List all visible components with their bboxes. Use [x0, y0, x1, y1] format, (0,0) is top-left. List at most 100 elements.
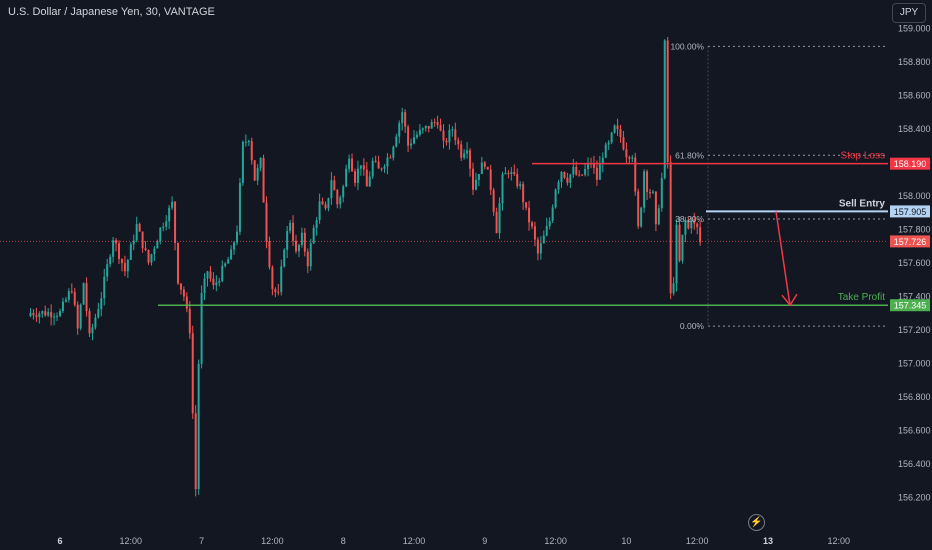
candle-body — [613, 125, 616, 133]
candle-body — [67, 291, 70, 300]
candle-body — [522, 184, 525, 203]
candle-body — [153, 248, 156, 255]
candle-body — [445, 140, 448, 143]
candle-body — [551, 207, 554, 221]
candle-body — [421, 128, 424, 130]
x-tick-label: 12:00 — [828, 536, 851, 546]
candle-body — [601, 157, 604, 165]
candle-body — [144, 248, 147, 250]
candle-body — [451, 129, 454, 131]
candle-body — [622, 137, 625, 150]
candle-body — [646, 171, 649, 193]
candle-body — [386, 157, 389, 167]
candle-body — [463, 153, 466, 158]
candle-body — [309, 243, 312, 267]
candle-body — [188, 308, 191, 334]
candle-body — [356, 168, 359, 183]
candle-body — [454, 129, 457, 141]
candle-body — [41, 311, 44, 314]
candle-body — [303, 232, 306, 252]
candle-body — [380, 168, 383, 170]
candle-body — [318, 201, 321, 221]
candle-body — [584, 168, 587, 175]
candle-body — [268, 241, 271, 268]
candle-body — [480, 162, 483, 175]
candle-body — [660, 177, 663, 209]
candle-body — [368, 176, 371, 187]
candle-body — [35, 315, 38, 317]
candle-body — [306, 251, 309, 267]
candle-body — [179, 283, 182, 290]
candle-body — [209, 271, 212, 279]
candle-body — [53, 316, 56, 318]
candle-body — [259, 157, 262, 168]
candle-body — [32, 312, 35, 316]
y-tick-label: 159.000 — [898, 24, 931, 34]
candle-body — [654, 191, 657, 225]
candle-body — [619, 129, 622, 138]
y-tick-label: 156.800 — [898, 392, 931, 402]
y-tick-label: 156.400 — [898, 459, 931, 469]
candle-body — [404, 112, 407, 127]
candle-body — [657, 208, 660, 225]
candle-body — [112, 240, 115, 257]
current-price-tag — [890, 235, 930, 248]
candle-body — [336, 190, 339, 205]
x-tick-label: 12:00 — [120, 536, 143, 546]
currency-button[interactable]: JPY — [892, 3, 926, 23]
candle-body — [120, 259, 123, 264]
candle-body — [265, 202, 268, 242]
candle-body — [389, 157, 392, 159]
x-tick-label: 12:00 — [544, 536, 567, 546]
candle-body — [79, 304, 82, 329]
candle-body — [244, 141, 247, 143]
candle-body — [327, 198, 330, 209]
candle-body — [64, 299, 67, 302]
y-tick-label: 158.600 — [898, 91, 931, 101]
projection-arrow-head — [781, 293, 798, 307]
candle-body — [640, 207, 643, 227]
candle-body — [616, 125, 619, 130]
x-tick-label: 13 — [763, 536, 773, 546]
level-price-tag — [890, 299, 930, 312]
candle-body — [690, 219, 693, 229]
candle-body — [348, 158, 351, 169]
fib-level-label: 38.20% — [675, 214, 704, 224]
chart-title: U.S. Dollar / Japanese Yen, 30, VANTAGE — [8, 6, 215, 18]
candle-body — [250, 141, 253, 161]
candle-body — [73, 291, 76, 305]
candle-body — [413, 137, 415, 144]
candle-body — [557, 182, 560, 190]
candle-body — [330, 180, 333, 199]
candle-body — [610, 132, 613, 143]
candle-body — [182, 289, 185, 297]
candle-body — [300, 232, 303, 245]
lightning-icon[interactable]: ⚡ — [748, 514, 765, 531]
x-tick-label: 12:00 — [261, 536, 284, 546]
candle-body — [392, 146, 395, 158]
candle-body — [103, 276, 106, 299]
candle-body — [513, 171, 516, 175]
candle-body — [560, 171, 563, 183]
candle-body — [221, 265, 224, 281]
candle-body — [531, 222, 533, 227]
candle-body — [129, 244, 132, 260]
candle-body — [85, 283, 88, 312]
candle-body — [672, 283, 675, 294]
candle-body — [215, 282, 218, 286]
candle-body — [678, 224, 681, 261]
candle-body — [147, 249, 150, 263]
candle-body — [433, 122, 436, 124]
candle-body — [295, 240, 297, 252]
candle-body — [634, 157, 637, 192]
candle-body — [238, 183, 241, 232]
candle-body — [563, 171, 566, 178]
candle-body — [333, 180, 336, 191]
candle-body — [230, 249, 233, 260]
y-tick-label: 157.400 — [898, 292, 931, 302]
current-price-label: 157.726 — [894, 237, 927, 247]
candle-body — [398, 123, 401, 137]
candle-body — [194, 413, 197, 490]
candle-body — [274, 289, 277, 292]
